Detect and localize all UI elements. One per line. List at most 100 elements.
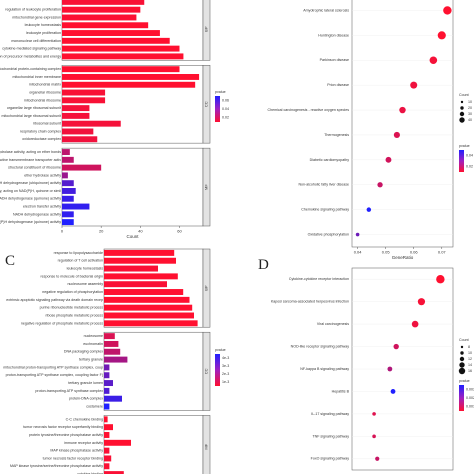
- legend-size-label: 40: [468, 118, 472, 122]
- data-point: [385, 156, 392, 163]
- bar-label: MAP kinase phosphatase activity: [50, 449, 103, 453]
- bar-label: NADH dehydrogenase (ubiquinone) activity: [0, 181, 61, 185]
- bar: [104, 416, 108, 423]
- bar: [104, 463, 110, 470]
- legend-size-label: 10: [468, 351, 472, 355]
- legend-size-label: 20: [468, 106, 472, 110]
- bar: [104, 395, 122, 402]
- legend-size-label: 30: [468, 112, 472, 116]
- bar: [62, 188, 76, 194]
- x-tick-label: 0.04: [354, 250, 363, 255]
- bar: [62, 180, 74, 187]
- bar-label: proton-transporting ATP synthase complex…: [6, 373, 104, 377]
- bar: [62, 97, 106, 104]
- facet-strip: [202, 65, 211, 144]
- data-point: [366, 207, 372, 212]
- bar: [104, 372, 110, 379]
- legend-tick: 0.04: [466, 153, 473, 157]
- legend-tick: 0.06: [222, 98, 229, 102]
- legend-title: pvalue: [215, 90, 226, 94]
- legend-tick: 0.02: [466, 164, 473, 168]
- bar: [104, 312, 194, 319]
- bar: [62, 22, 149, 29]
- pathway-label: Hepatitis B: [332, 389, 350, 393]
- data-point: [410, 81, 418, 89]
- bar-label: response to lipopolysaccharide: [54, 251, 103, 255]
- legend-size-label: 16: [468, 369, 472, 373]
- facet-label: MF: [204, 443, 209, 449]
- bar-label: structural constituent of ribosome: [8, 166, 61, 170]
- legend-size-dot: [458, 367, 466, 375]
- bar: [104, 320, 198, 327]
- data-point: [429, 56, 438, 65]
- panel-letter-c: C: [5, 253, 16, 269]
- facet-label: CC: [204, 101, 209, 107]
- bar-label: mitochondrial gene expression: [12, 15, 61, 19]
- bar-label: C-C chemokine binding: [66, 417, 103, 421]
- bar: [62, 195, 74, 202]
- bar: [62, 164, 102, 171]
- bar: [104, 340, 119, 347]
- panel-b: Amyotrophic lateral sclerosis Huntington …: [268, 0, 473, 260]
- bar: [62, 0, 145, 5]
- bar: [104, 296, 190, 303]
- legend-tick: 0.001: [466, 405, 474, 409]
- data-point: [437, 31, 446, 40]
- panel-letter-d: D: [258, 257, 269, 273]
- bar: [62, 14, 137, 21]
- legend-tick: 1e-3: [222, 380, 229, 384]
- bar-label: electron transfer activity: [23, 204, 61, 208]
- bar: [104, 348, 121, 355]
- bar: [62, 211, 74, 218]
- bar-label: extrinsic apoptotic signaling pathway vi…: [6, 298, 103, 302]
- bar-label: organellar large ribosomal subunit: [7, 106, 61, 110]
- bar-label: regulation of leukocyte proliferation: [5, 8, 61, 12]
- legend-size-dot: [460, 100, 464, 104]
- pathway-label: Chemical carcinogenesis - reactive oxyge…: [268, 108, 350, 112]
- legend-title: Count: [459, 93, 469, 97]
- legend-colorbar: [215, 354, 220, 386]
- bar: [62, 120, 121, 127]
- data-point: [390, 389, 396, 394]
- facet-panel: [61, 147, 204, 227]
- bar: [104, 356, 128, 363]
- bar: [104, 424, 113, 431]
- pathway-label: Non-alcoholic fatty liver disease: [298, 183, 349, 187]
- bar: [104, 455, 112, 462]
- pathway-label: IL-17 signaling pathway: [311, 412, 349, 416]
- bar: [62, 45, 180, 52]
- data-point: [377, 182, 383, 188]
- legend-tick: 0.04: [222, 107, 229, 111]
- pathway-label: Kaposi sarcoma-associated herpesvirus in…: [271, 300, 349, 304]
- bar-label: cytokine binding: [77, 472, 103, 474]
- bar-label: nucleosome assembly: [67, 282, 103, 286]
- bar: [104, 471, 124, 474]
- bar-label: mitochondrial proton-transporting ATP sy…: [3, 365, 103, 369]
- bar-label: cytokine-mediated signaling pathway: [2, 47, 61, 51]
- bar: [62, 105, 90, 112]
- bar-label: respiratory chain complex: [20, 129, 61, 133]
- bar: [104, 249, 175, 256]
- pathway-label: Diabetic cardiomyopathy: [310, 158, 350, 162]
- bar-label: mitochondrial large ribosomal subunit: [1, 114, 61, 118]
- x-tick-label: 20: [99, 229, 104, 234]
- bar-label: ether hydrolase activity: [24, 173, 61, 177]
- pathway-label: TNF signaling pathway: [312, 434, 349, 438]
- legend-title: pvalue: [459, 379, 470, 383]
- bar: [104, 257, 176, 264]
- bar: [62, 53, 184, 60]
- bar-label: protein-DNA complex: [69, 397, 103, 401]
- bar-label: negative regulation of phosphate metabol…: [21, 321, 103, 325]
- facet-strip: [202, 248, 211, 328]
- bar: [62, 156, 74, 163]
- x-tick-label: 40: [138, 229, 143, 234]
- bar: [104, 403, 110, 410]
- panel-a: BP regulation of leukocyte proliferation m…: [0, 0, 229, 239]
- bar-label: NADH dehydrogenase activity: [13, 212, 61, 216]
- pathway-label: Thermogenesis: [324, 133, 349, 137]
- bar: [104, 387, 110, 394]
- bar: [62, 219, 74, 226]
- bar: [104, 281, 167, 288]
- bar-label: NADH dehydrogenase (quinone) activity: [0, 197, 61, 201]
- x-tick-label: 0.07: [438, 250, 447, 255]
